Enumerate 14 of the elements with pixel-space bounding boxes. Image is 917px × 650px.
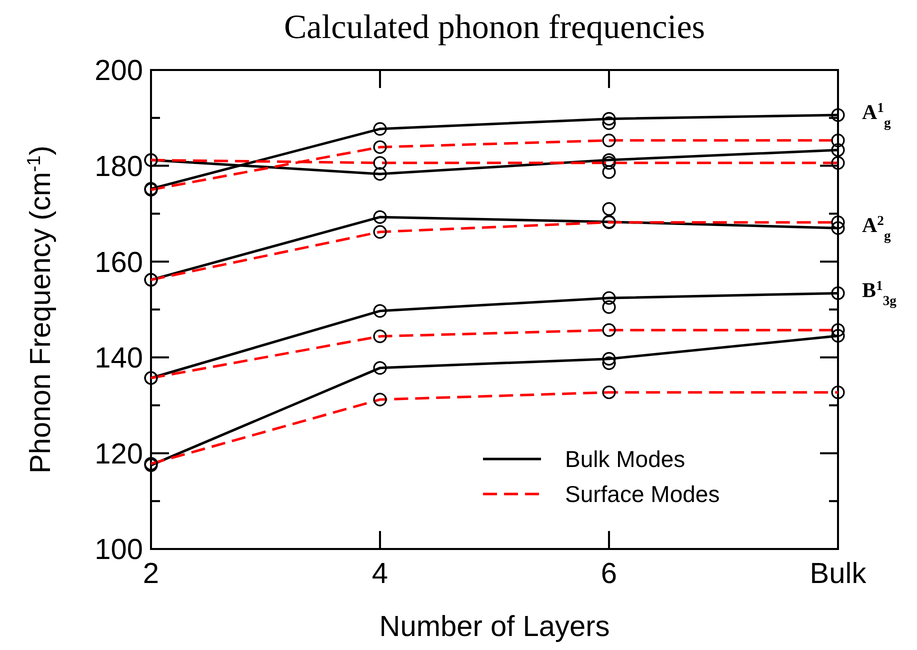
x-tick-label: Bulk	[810, 558, 867, 590]
y-tick-label: 100	[94, 534, 143, 566]
legend-label: Bulk Modes	[565, 446, 686, 472]
y-tick-label: 160	[94, 246, 143, 279]
chart-title: Calculated phonon frequencies	[284, 9, 706, 46]
x-tick-label: 2	[142, 558, 160, 590]
y-tick-label: 200	[94, 55, 143, 88]
y-tick-label: 180	[94, 150, 143, 183]
x-axis-title: Number of Layers	[379, 611, 610, 643]
legend-label: Surface Modes	[565, 481, 720, 508]
x-tick-label: 4	[372, 558, 388, 590]
y-tick-label: 140	[94, 342, 143, 375]
y-tick-label: 120	[94, 438, 143, 470]
x-tick-label: 6	[600, 558, 618, 590]
